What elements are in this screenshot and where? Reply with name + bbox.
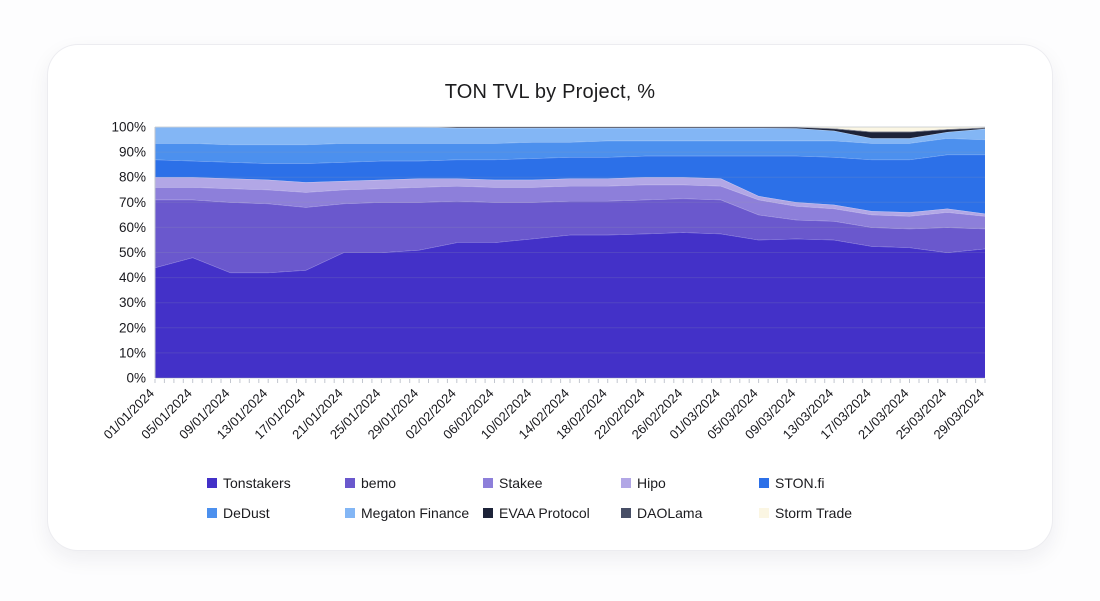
y-axis-label-0: 0% [126, 371, 146, 386]
y-axis-label-20: 20% [119, 320, 146, 335]
legend-swatch-hipo [621, 478, 631, 488]
legend-label-bemo: bemo [361, 475, 397, 491]
y-axis-label-30: 30% [119, 295, 146, 310]
legend-swatch-dedust [207, 508, 217, 518]
legend-swatch-evaa-protocol [483, 508, 493, 518]
legend-item-dedust: DeDust [207, 505, 345, 521]
y-axis-label-100: 100% [111, 120, 146, 135]
legend-label-storm-trade: Storm Trade [775, 505, 853, 521]
y-axis-label-50: 50% [119, 245, 146, 260]
area-series-tonstakers [155, 232, 985, 378]
legend-label-stakee: Stakee [499, 475, 543, 491]
y-axis-label-60: 60% [119, 220, 146, 235]
y-axis-label-80: 80% [119, 170, 146, 185]
area-series-stakee [155, 184, 985, 229]
y-axis-label-10: 10% [119, 345, 146, 360]
area-series-bemo [155, 198, 985, 273]
legend-swatch-megaton-finance [345, 508, 355, 518]
chart-card: TON TVL by Project, % 0% 10% 20% 30% 40% 50% 6… [48, 45, 1052, 550]
area-series-megaton-finance [155, 127, 985, 145]
legend-item-ston-fi: STON.fi [759, 475, 897, 491]
legend-swatch-daolama [621, 508, 631, 518]
chart-legend: Tonstakers bemo Stakee Hipo STON.fi DeDust Meg… [207, 475, 897, 521]
band-edge-daolama [155, 126, 986, 132]
legend-swatch-stakee [483, 478, 493, 488]
chart-title: TON TVL by Project, % [444, 81, 656, 103]
y-axis-label-70: 70% [119, 195, 146, 210]
legend-label-ston-fi: STON.fi [775, 475, 825, 491]
legend-label-daolama: DAOLama [637, 505, 703, 521]
tvl-stacked-area-chart: 0%10%20%30%40%50%60%70%80%90%100%01/01/2… [100, 120, 987, 443]
legend-swatch-tonstakers [207, 478, 217, 488]
y-axis-label-40: 40% [119, 270, 146, 285]
legend-label-megaton-finance: Megaton Finance [361, 505, 470, 521]
legend-item-stakee: Stakee [483, 475, 621, 491]
legend-item-hipo: Hipo [621, 475, 759, 491]
legend-item-tonstakers: Tonstakers [207, 475, 345, 491]
legend-label-tonstakers: Tonstakers [223, 475, 291, 491]
legend-item-megaton-finance: Megaton Finance [345, 505, 483, 521]
legend-item-daolama: DAOLama [621, 505, 759, 521]
legend-swatch-bemo [345, 478, 355, 488]
legend-swatch-ston-fi [759, 478, 769, 488]
area-series-dedust [155, 138, 985, 164]
legend-label-evaa-protocol: EVAA Protocol [499, 505, 590, 521]
legend-item-evaa-protocol: EVAA Protocol [483, 505, 621, 521]
legend-item-bemo: bemo [345, 475, 483, 491]
legend-swatch-storm-trade [759, 508, 769, 518]
area-series-hipo [155, 177, 985, 217]
legend-label-hipo: Hipo [637, 475, 666, 491]
band-edge-dedust [155, 137, 986, 146]
legend-item-storm-trade: Storm Trade [759, 505, 897, 521]
band-edge-evaa-protocol [155, 126, 986, 133]
area-series-evaa-protocol [155, 127, 985, 139]
area-series-storm-trade [155, 127, 985, 132]
y-axis-label-90: 90% [119, 145, 146, 160]
legend-label-dedust: DeDust [223, 505, 270, 521]
area-series-ston-fi [155, 154, 985, 214]
